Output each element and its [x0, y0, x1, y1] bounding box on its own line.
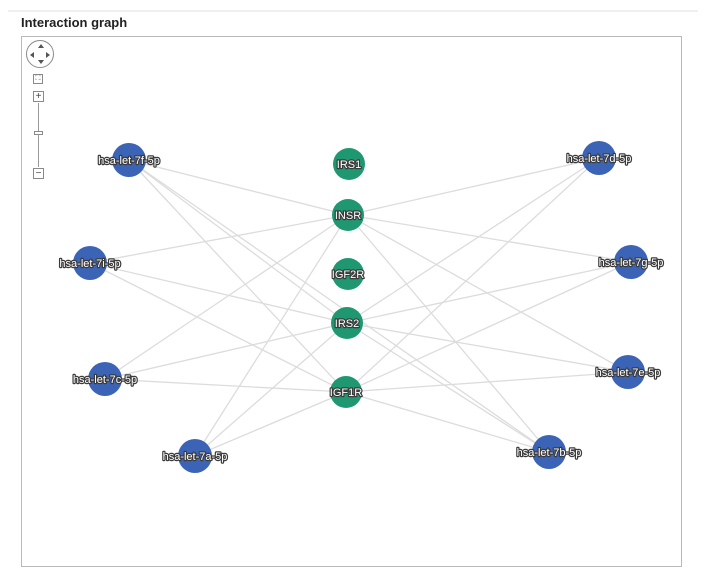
node-label-hsa-let-7c-5p: hsa-let-7c-5p — [73, 374, 137, 386]
edge-hsa-let-7b-5p-IRS2 — [346, 322, 550, 453]
node-circle-hsa-let-7e-5p[interactable] — [611, 355, 645, 389]
edge-hsa-let-7f-5p-IGF1R — [128, 159, 347, 393]
edge-hsa-let-7g-5p-IRS2 — [346, 261, 632, 324]
node-label-IGF2R: IGF2R — [332, 269, 364, 281]
node-circle-IRS2[interactable] — [331, 307, 363, 339]
node-circle-hsa-let-7b-5p[interactable] — [532, 435, 566, 469]
node-hsa-let-7i-5p[interactable]: hsa-let-7i-5p — [58, 246, 122, 280]
node-label-hsa-let-7e-5p: hsa-let-7e-5p — [596, 367, 661, 379]
node-hsa-let-7g-5p[interactable]: hsa-let-7g-5p — [597, 245, 665, 279]
node-label-IRS2: IRS2 — [335, 318, 359, 330]
node-circle-hsa-let-7f-5p[interactable] — [112, 143, 146, 177]
edge-hsa-let-7d-5p-INSR — [347, 157, 600, 216]
node-label-hsa-let-7f-5p: hsa-let-7f-5p — [98, 155, 160, 167]
node-label-hsa-let-7d-5p: hsa-let-7d-5p — [567, 153, 632, 165]
edge-hsa-let-7c-5p-INSR — [104, 214, 349, 380]
fit-view-icon[interactable]: ⛶ — [33, 74, 43, 84]
edge-hsa-let-7a-5p-IRS2 — [194, 322, 348, 457]
zoom-in-button[interactable]: + — [33, 91, 44, 102]
node-hsa-let-7f-5p[interactable]: hsa-let-7f-5p — [97, 143, 161, 177]
node-circle-hsa-let-7g-5p[interactable] — [614, 245, 648, 279]
node-circle-hsa-let-7a-5p[interactable] — [178, 439, 212, 473]
zoom-out-button[interactable]: − — [33, 168, 44, 179]
edge-hsa-let-7f-5p-hsa-let-7b-5p — [128, 159, 550, 453]
pan-left-icon[interactable] — [30, 52, 34, 58]
edge-hsa-let-7b-5p-INSR — [347, 214, 550, 453]
node-hsa-let-7e-5p[interactable]: hsa-let-7e-5p — [594, 355, 662, 389]
node-label-hsa-let-7b-5p: hsa-let-7b-5p — [517, 447, 582, 459]
node-label-hsa-let-7i-5p: hsa-let-7i-5p — [59, 258, 120, 270]
node-IGF2R[interactable]: IGF2R — [331, 258, 365, 290]
node-IRS2[interactable]: IRS2 — [331, 307, 363, 339]
node-label-hsa-let-7a-5p: hsa-let-7a-5p — [163, 451, 228, 463]
node-layer: hsa-let-7f-5p hsa-let-7i-5p hsa-let-7c-5p h… — [58, 141, 665, 473]
node-circle-hsa-let-7d-5p[interactable] — [582, 141, 616, 175]
zoom-slider-track[interactable] — [38, 103, 39, 167]
pan-up-icon[interactable] — [38, 44, 44, 48]
edge-hsa-let-7i-5p-INSR — [89, 214, 349, 264]
edge-hsa-let-7e-5p-IGF1R — [345, 371, 629, 393]
node-hsa-let-7a-5p[interactable]: hsa-let-7a-5p — [161, 439, 229, 473]
edge-hsa-let-7a-5p-IGF1R — [194, 391, 347, 457]
edge-layer — [89, 157, 632, 457]
edge-hsa-let-7g-5p-INSR — [347, 214, 632, 263]
edge-hsa-let-7f-5p-IRS2 — [128, 159, 348, 324]
node-circle-hsa-let-7i-5p[interactable] — [73, 246, 107, 280]
node-hsa-let-7b-5p[interactable]: hsa-let-7b-5p — [515, 435, 583, 469]
node-hsa-let-7c-5p[interactable]: hsa-let-7c-5p — [72, 362, 138, 396]
pan-right-icon[interactable] — [46, 52, 50, 58]
node-label-hsa-let-7g-5p: hsa-let-7g-5p — [599, 257, 664, 269]
panel-title: Interaction graph — [21, 15, 128, 30]
edge-hsa-let-7a-5p-INSR — [194, 214, 349, 457]
edge-hsa-let-7e-5p-IRS2 — [346, 322, 629, 373]
edge-hsa-let-7e-5p-INSR — [347, 214, 629, 373]
edge-hsa-let-7d-5p-IGF1R — [345, 157, 600, 393]
edge-hsa-let-7d-5p-IRS2 — [346, 157, 600, 324]
edge-hsa-let-7c-5p-IGF1R — [104, 378, 347, 393]
zoom-slider-handle[interactable] — [34, 130, 43, 135]
node-circle-hsa-let-7c-5p[interactable] — [88, 362, 122, 396]
edge-hsa-let-7f-5p-INSR — [128, 159, 349, 216]
node-circle-IGF2R[interactable] — [332, 258, 364, 290]
node-INSR[interactable]: INSR — [332, 199, 364, 231]
pan-down-icon[interactable] — [38, 60, 44, 64]
interaction-graph[interactable]: hsa-let-7f-5p hsa-let-7i-5p hsa-let-7c-5p h… — [22, 37, 682, 567]
node-circle-IRS1[interactable] — [333, 148, 365, 180]
node-circle-IGF1R[interactable] — [330, 376, 362, 408]
top-divider — [8, 10, 698, 12]
node-IGF1R[interactable]: IGF1R — [329, 376, 363, 408]
edge-hsa-let-7g-5p-IGF1R — [345, 261, 632, 393]
edge-hsa-let-7i-5p-IGF1R — [89, 262, 347, 393]
pan-control-icon[interactable] — [26, 40, 54, 68]
node-circle-INSR[interactable] — [332, 199, 364, 231]
node-hsa-let-7d-5p[interactable]: hsa-let-7d-5p — [565, 141, 633, 175]
graph-panel[interactable]: hsa-let-7f-5p hsa-let-7i-5p hsa-let-7c-5p h… — [21, 36, 682, 567]
edge-hsa-let-7i-5p-IRS2 — [89, 262, 348, 324]
edge-hsa-let-7b-5p-IGF1R — [345, 391, 550, 453]
edge-hsa-let-7c-5p-IRS2 — [104, 322, 348, 380]
node-IRS1[interactable]: IRS1 — [333, 148, 365, 180]
node-label-IGF1R: IGF1R — [330, 387, 362, 399]
node-label-INSR: INSR — [335, 210, 361, 222]
node-label-IRS1: IRS1 — [337, 159, 361, 171]
